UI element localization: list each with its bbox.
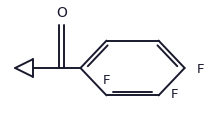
Text: F: F: [171, 88, 178, 101]
Text: F: F: [197, 63, 204, 76]
Text: F: F: [103, 74, 110, 87]
Text: O: O: [56, 6, 67, 20]
